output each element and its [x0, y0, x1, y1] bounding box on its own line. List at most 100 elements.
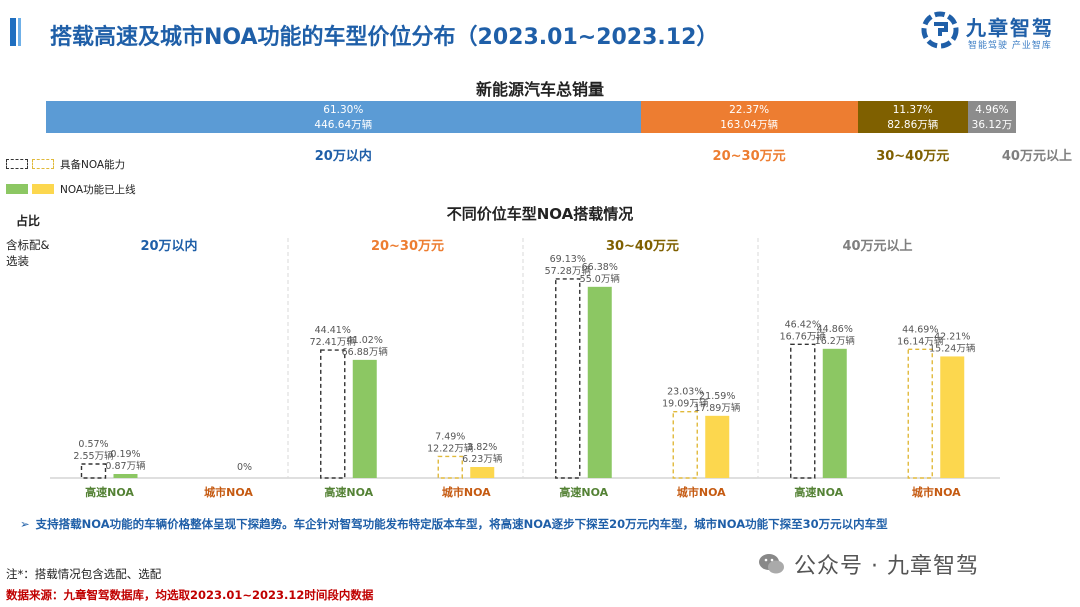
stack-segment: 11.37% 82.86万辆 [857, 101, 968, 133]
stack-segment-percent: 4.96% [975, 104, 1009, 116]
online-bar [113, 474, 138, 478]
online-bar [587, 286, 612, 478]
title-accent [10, 18, 16, 46]
y-axis-title: 占比 [16, 214, 41, 228]
legend-swatch-dashed-dark [6, 159, 28, 169]
logo-name: 九章智驾 [966, 16, 1054, 40]
capable-bar [790, 343, 816, 479]
online-percent-label: 66.38% [582, 262, 618, 273]
legend-swatch-yellow [32, 184, 54, 194]
wechat-icon [759, 554, 784, 574]
stack-segment-units: 446.64万辆 [314, 119, 373, 131]
arrow-bullet-icon: ➢ [20, 517, 30, 531]
online-percent-label: 0% [237, 462, 252, 473]
capable-units-label: 16.14万辆 [897, 335, 944, 347]
capable-percent-label: 23.03% [667, 387, 703, 398]
capable-percent-label: 46.42% [785, 319, 821, 330]
capable-bar [320, 349, 346, 479]
category-label: 高速NOA [85, 485, 134, 499]
online-units-label: 16.2万辆 [815, 335, 856, 347]
capable-units-label: 72.41万辆 [310, 336, 357, 348]
online-units-label: 0.87万辆 [105, 460, 146, 472]
capable-percent-label: 7.49% [435, 431, 465, 442]
bar-chart-title: 不同价位车型NOA搭载情况 [446, 205, 634, 223]
category-label: 高速NOA [559, 485, 608, 499]
capable-bar [672, 410, 698, 479]
title-accent-secondary [18, 18, 21, 46]
online-percent-label: 41.02% [347, 335, 383, 346]
stack-segment: 22.37% 163.04万辆 [640, 101, 858, 133]
stack-category-label: 20万以内 [314, 149, 372, 164]
category-label: 城市NOA [677, 485, 726, 499]
stack-segment-percent: 22.37% [729, 104, 770, 116]
stack-segment: 4.96% 36.12万辆 [967, 101, 1016, 145]
online-units-label: 66.88万辆 [342, 346, 389, 358]
stack-segment-units: 163.04万辆 [720, 119, 778, 131]
capable-bar [907, 348, 933, 479]
capable-units-label: 2.55万辆 [73, 450, 114, 462]
page-title: 搭载高速及城市NOA功能的车型价位分布（2023.01~2023.12） [50, 25, 719, 50]
data-source: 数据来源：九章智驾数据库，均选取2023.01~2023.12时间段内数据 [6, 588, 374, 602]
footnote: 注*：搭载情况包含选配、选配 [6, 567, 162, 581]
online-units-label: 15.24万辆 [929, 342, 976, 354]
legend-label-capable: 具备NOA能力 [60, 158, 126, 171]
stack-category-label: 20~30万元 [712, 149, 786, 164]
capable-units-label: 19.09万辆 [662, 398, 709, 410]
stacked-bar: 61.30% 446.64万辆 22.37% 163.04万辆 11.37% 82.86万… [46, 101, 1016, 145]
capable-bar [437, 455, 463, 479]
stack-category-label: 40万元以上 [1001, 149, 1072, 164]
stack-segment: 61.30% 446.64万辆 [46, 101, 641, 133]
wechat-text: 公众号 · 九章智驾 [794, 554, 979, 579]
category-label: 高速NOA [324, 485, 373, 499]
insight-note: ➢ 支持搭载NOA功能的车辆价格整体呈现下探趋势。车企针对智驾功能发布特定版本车型… [20, 516, 1060, 533]
legend: 具备NOA能力 NOA功能已上线 [6, 156, 136, 206]
online-bar [822, 348, 847, 478]
group-title: 30~40万元 [606, 239, 679, 254]
capable-percent-label: 44.69% [902, 324, 938, 335]
legend-item-online: NOA功能已上线 [6, 181, 136, 197]
stack-segment-percent: 11.37% [892, 104, 933, 116]
category-label: 城市NOA [912, 485, 961, 499]
category-label: 城市NOA [442, 485, 491, 499]
group-title: 20~30万元 [371, 239, 444, 254]
title-bar: 搭载高速及城市NOA功能的车型价位分布（2023.01~2023.12） 九章智… [0, 0, 1080, 72]
online-units-label: 17.89万辆 [694, 402, 741, 414]
capable-units-label: 57.28万辆 [545, 265, 592, 277]
legend-item-capable: 具备NOA能力 [6, 156, 136, 172]
stack-segment-percent: 61.30% [323, 104, 364, 116]
stack-segment-units: 36.12万辆 [971, 119, 1013, 145]
capable-percent-label: 69.13% [550, 254, 586, 265]
online-bar [352, 359, 377, 478]
wechat-watermark: 公众号 · 九章智驾 [758, 548, 979, 580]
online-units-label: 55.0万辆 [580, 273, 621, 285]
online-bar [470, 466, 495, 478]
capable-units-label: 12.22万辆 [427, 442, 474, 454]
online-units-label: 6.23万辆 [462, 453, 503, 465]
insight-note-text: 支持搭载NOA功能的车辆价格整体呈现下探趋势。车企针对智驾功能发布特定版本车型，… [35, 517, 888, 531]
gear-logo-icon [921, 11, 959, 49]
group-title: 40万元以上 [842, 239, 912, 254]
online-percent-label: 42.21% [934, 331, 970, 342]
category-label: 高速NOA [794, 485, 843, 499]
legend-label-online: NOA功能已上线 [60, 183, 136, 196]
online-percent-label: 3.82% [467, 442, 497, 453]
stack-category-label: 30~40万元 [876, 149, 950, 164]
online-percent-label: 21.59% [699, 391, 735, 402]
y-axis-subtitle: 含标配&选装 [6, 238, 50, 268]
logo-slogan: 智能驾驶 产业智库 [968, 41, 1052, 51]
stack-segment-units: 82.86万辆 [887, 119, 939, 131]
category-label: 城市NOA [204, 485, 253, 499]
capable-units-label: 16.76万辆 [780, 330, 827, 342]
capable-bar [555, 278, 581, 479]
online-bar [940, 356, 965, 478]
legend-swatch-dashed-yellow [32, 159, 54, 169]
online-bar [705, 415, 730, 478]
online-percent-label: 0.19% [110, 449, 140, 460]
brand-logo: 九章智驾 智能驾驶 产业智库 [920, 8, 1070, 54]
legend-swatch-green [6, 184, 28, 194]
capable-bar [80, 463, 107, 479]
capable-percent-label: 44.41% [315, 325, 351, 336]
online-percent-label: 44.86% [817, 324, 853, 335]
group-title: 20万以内 [140, 238, 197, 254]
capable-percent-label: 0.57% [78, 439, 108, 450]
